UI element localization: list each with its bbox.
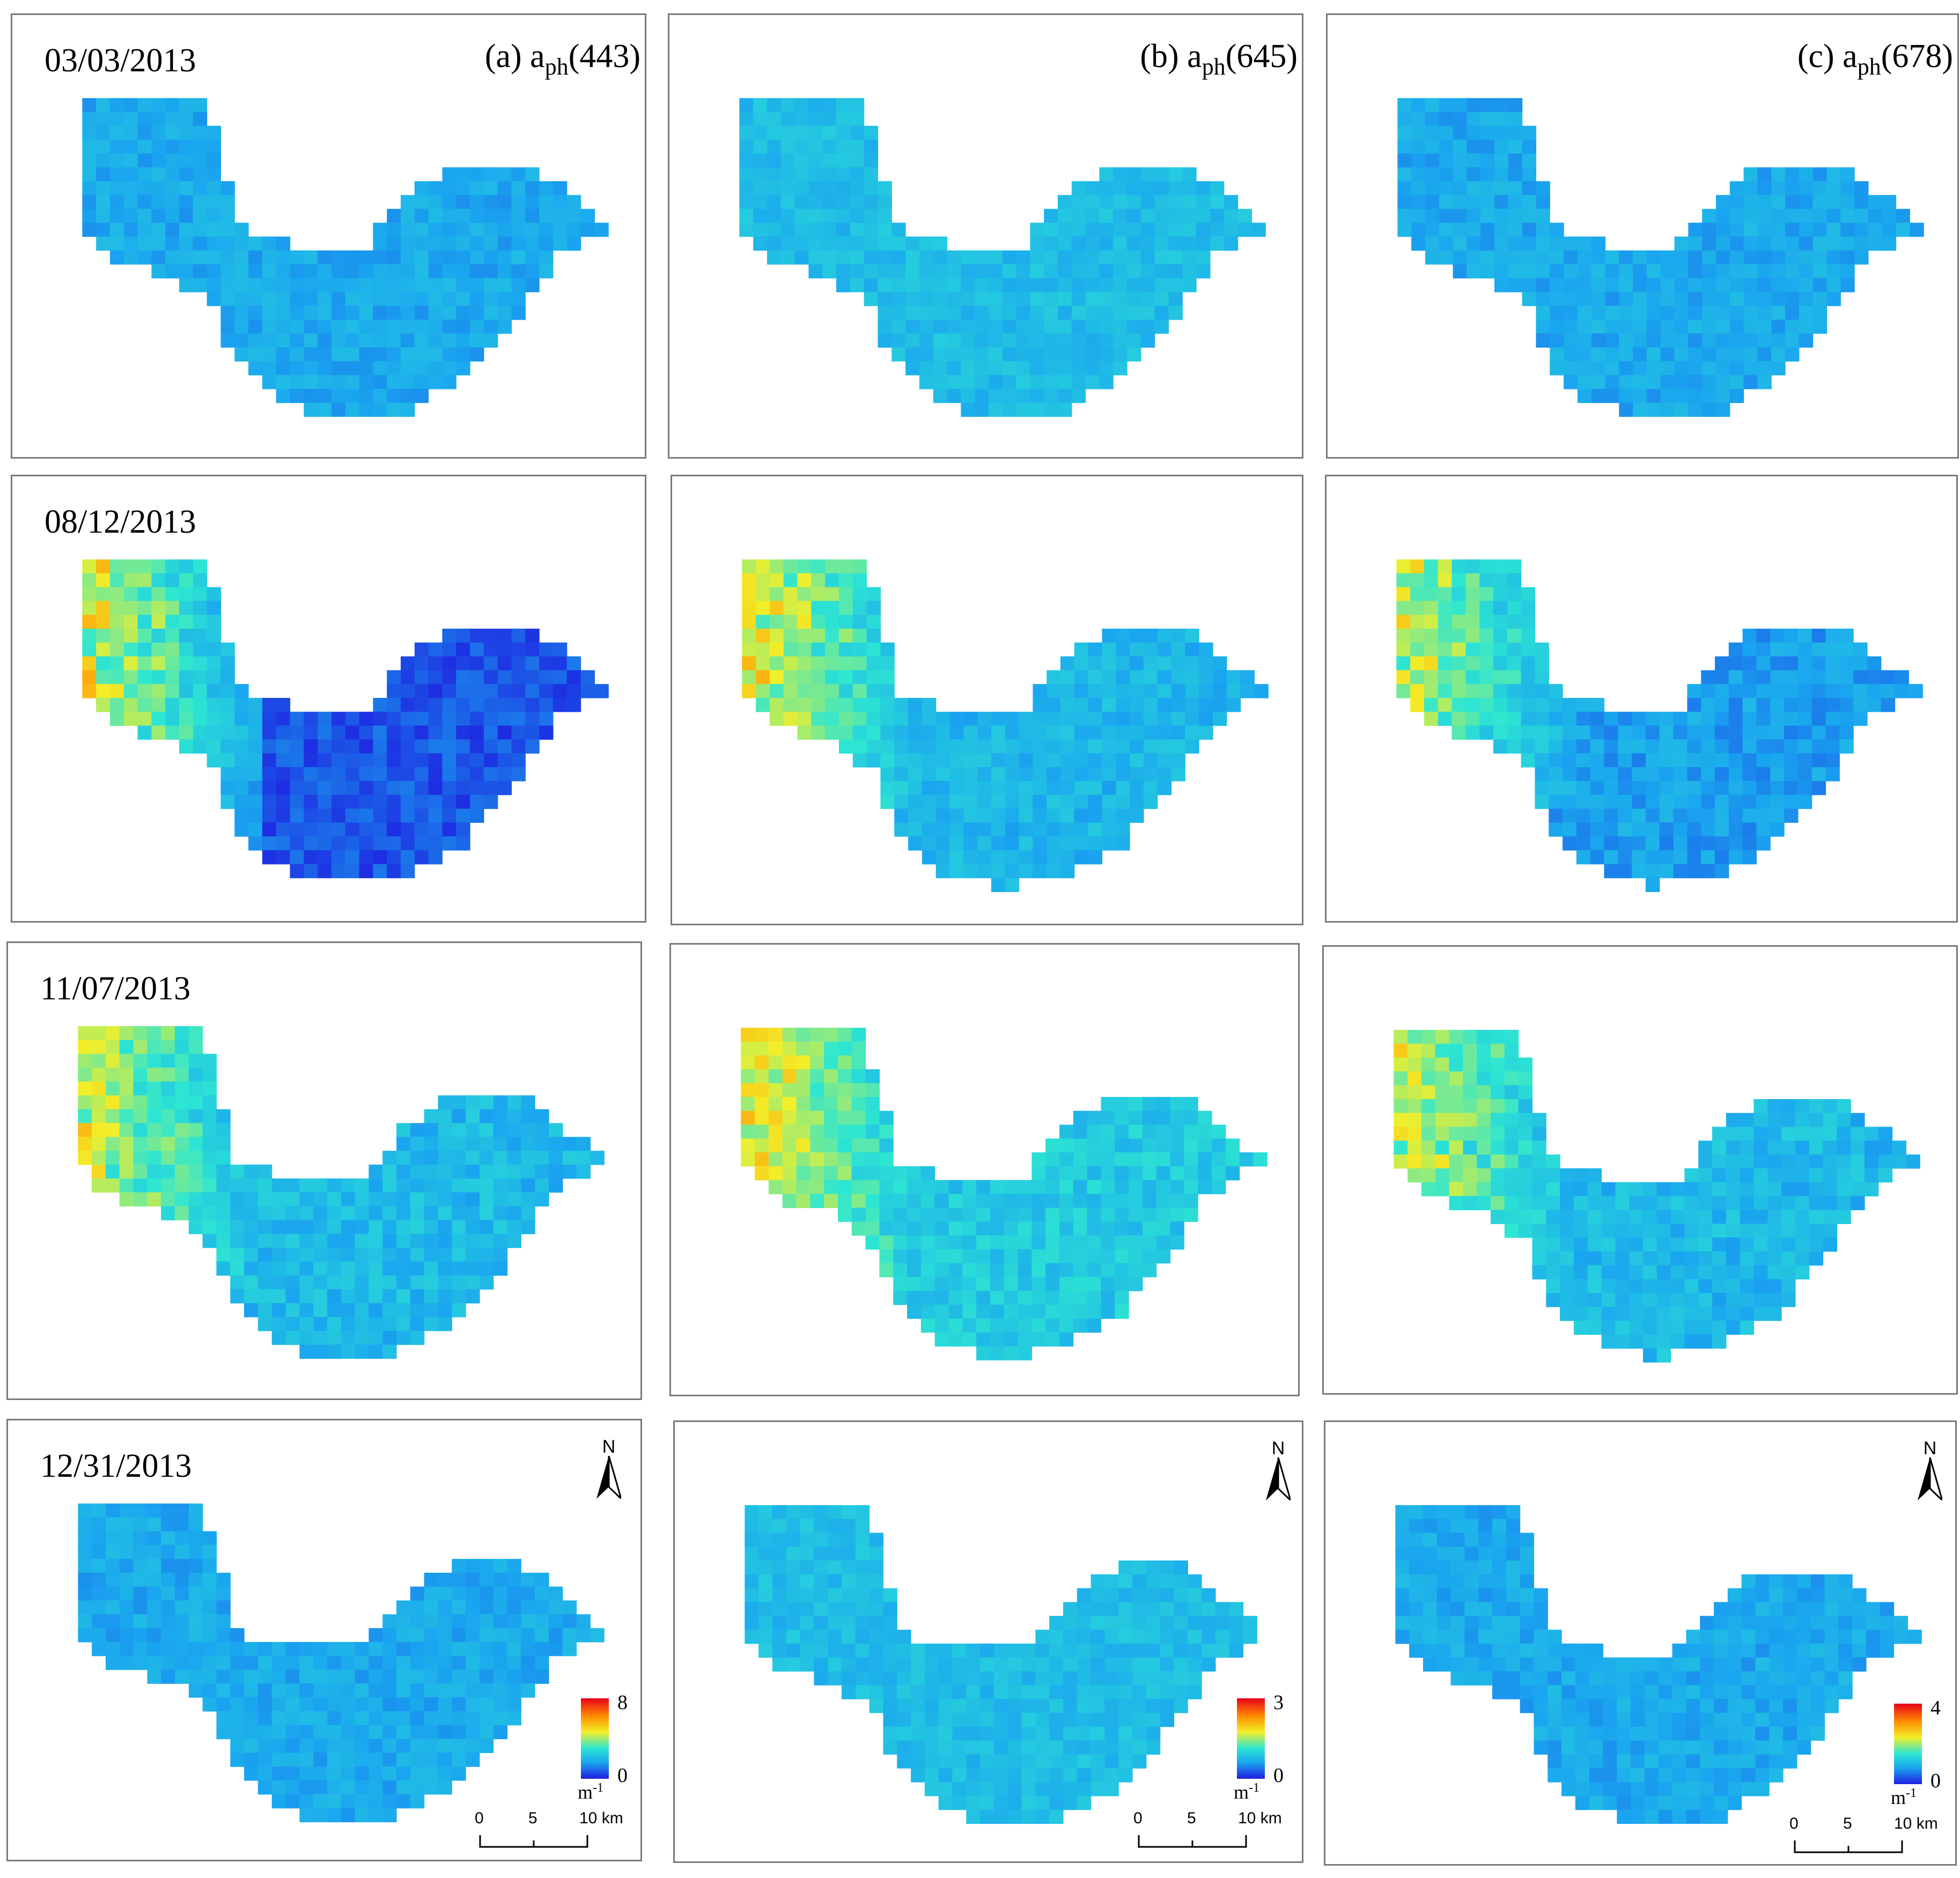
map-panel-r1-c: (c) aph(678) — [1326, 13, 1959, 459]
legend-colorbar — [1894, 1704, 1922, 1784]
lake-map — [739, 98, 1266, 417]
scale-tick-10: 10 km — [1894, 1815, 1938, 1832]
map-panel-r3-a: 11/07/2013 — [6, 941, 642, 1400]
scale-tick-5: 5 — [1187, 1809, 1196, 1827]
date-label: 08/12/2013 — [45, 504, 196, 540]
north-arrow: N — [590, 1437, 628, 1506]
lake-map — [741, 1027, 1268, 1361]
lake-map — [82, 559, 609, 879]
lake-map — [1396, 559, 1923, 892]
date-label: 11/07/2013 — [40, 970, 191, 1007]
map-panel-r3-c — [1322, 945, 1958, 1395]
title-suffix: (678) — [1881, 38, 1953, 75]
lake-map — [78, 1026, 605, 1359]
north-letter: N — [1271, 1438, 1285, 1459]
legend-max: 4 — [1930, 1697, 1941, 1719]
scale-bar-line — [479, 1835, 588, 1848]
north-arrow: N — [1259, 1438, 1297, 1508]
north-letter: N — [1923, 1438, 1937, 1459]
legend-unit: m-1 — [1234, 1781, 1260, 1803]
title-prefix: (b) a — [1140, 38, 1202, 75]
map-panel-r2-a: 08/12/2013 — [11, 475, 646, 923]
title-subscript: ph — [1857, 54, 1881, 80]
map-panel-r3-b — [669, 943, 1300, 1396]
legend-min: 0 — [617, 1764, 628, 1787]
panel-title: (b) aph(645) — [1140, 38, 1298, 80]
panel-title: (c) aph(678) — [1797, 38, 1953, 80]
scale-bar-line — [1138, 1835, 1247, 1848]
scale-tick-0: 0 — [1789, 1815, 1799, 1832]
map-panel-r1-a: 03/03/2013 (a) aph(443) — [11, 13, 646, 459]
panel-title: (a) aph(443) — [485, 38, 640, 80]
scale-bar: 0 5 10 km — [1133, 1809, 1282, 1861]
lake-raster — [745, 1505, 1257, 1824]
north-arrow-icon — [1266, 1457, 1291, 1500]
scale-tick-5: 5 — [1843, 1815, 1852, 1832]
lake-raster — [1397, 98, 1924, 417]
lake-raster — [1395, 1505, 1922, 1824]
lake-raster — [741, 1027, 1268, 1361]
lake-map — [1395, 1505, 1922, 1824]
legend-colorbar — [1237, 1698, 1265, 1779]
scale-tick-10: 10 km — [579, 1809, 623, 1827]
lake-map — [1394, 1029, 1920, 1363]
lake-raster — [78, 1503, 605, 1823]
scale-tick-5: 5 — [528, 1809, 537, 1827]
scale-bar: 0 5 10 km — [1789, 1815, 1938, 1864]
north-arrow-icon — [1918, 1457, 1942, 1500]
color-legend: 8 0 m-1 — [578, 1691, 640, 1816]
lake-raster — [1396, 559, 1923, 892]
scale-tick-10: 10 km — [1238, 1809, 1282, 1827]
lake-raster — [78, 1026, 605, 1359]
title-prefix: (a) a — [484, 38, 545, 75]
date-label: 03/03/2013 — [45, 42, 196, 79]
lake-map — [82, 98, 609, 417]
map-panel-r2-b — [670, 475, 1303, 925]
legend-unit: m-1 — [1891, 1786, 1917, 1808]
legend-min: 0 — [1273, 1764, 1284, 1787]
lake-raster — [82, 559, 609, 879]
map-panel-r4-b: N 3 0 m-1 0 5 10 km — [673, 1420, 1303, 1863]
map-panel-r4-c: N 4 0 m-1 0 5 10 km — [1324, 1420, 1957, 1866]
lake-map — [742, 559, 1269, 893]
title-prefix: (c) a — [1797, 38, 1858, 75]
legend-min: 0 — [1930, 1770, 1941, 1792]
scale-tick-0: 0 — [475, 1809, 484, 1827]
north-arrow-icon — [596, 1456, 621, 1499]
map-panel-r4-a: 12/31/2013 N 8 0 m-1 0 5 10 km — [6, 1419, 642, 1861]
map-panel-r1-b: (b) aph(645) — [668, 13, 1303, 459]
lake-raster — [1394, 1029, 1920, 1363]
scale-bar-line — [1794, 1840, 1903, 1853]
lake-map — [78, 1503, 605, 1823]
legend-max: 8 — [617, 1691, 628, 1714]
lake-map — [745, 1505, 1257, 1824]
lake-raster — [742, 559, 1269, 893]
color-legend: 3 0 m-1 — [1234, 1691, 1302, 1816]
north-letter: N — [602, 1437, 616, 1457]
legend-unit: m-1 — [578, 1781, 604, 1803]
lake-map — [1397, 98, 1924, 417]
legend-colorbar — [581, 1698, 609, 1779]
date-label: 12/31/2013 — [40, 1448, 192, 1484]
legend-max: 3 — [1273, 1691, 1284, 1714]
map-panel-r2-c — [1325, 475, 1958, 923]
north-arrow: N — [1911, 1438, 1949, 1508]
title-subscript: ph — [1202, 54, 1226, 80]
lake-raster — [82, 98, 609, 417]
scale-bar: 0 5 10 km — [475, 1809, 623, 1860]
scale-tick-0: 0 — [1133, 1809, 1143, 1827]
lake-raster — [739, 98, 1266, 417]
title-suffix: (443) — [568, 38, 640, 75]
title-subscript: ph — [544, 54, 569, 80]
title-suffix: (645) — [1225, 38, 1298, 75]
color-legend: 4 0 m-1 — [1891, 1697, 1955, 1822]
